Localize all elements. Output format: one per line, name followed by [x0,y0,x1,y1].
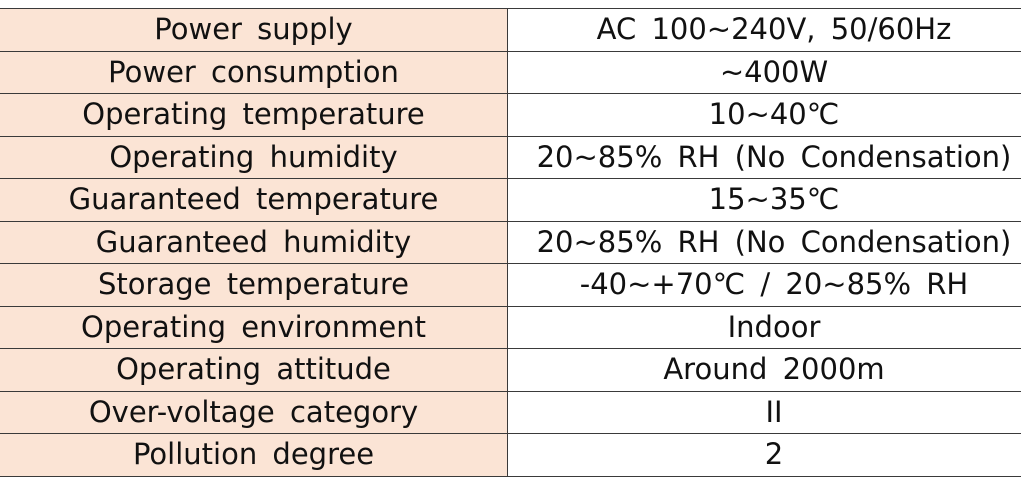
table-row: Guaranteed temperature 15~35℃ [0,178,1021,222]
table-row: Storage temperature -40~+70℃ / 20~85% RH [0,263,1021,307]
spec-value: 20~85% RH (No Condensation) [507,220,1021,264]
table-row: Guaranteed humidity 20~85% RH (No Conden… [0,220,1021,264]
spec-value: 10~40℃ [507,93,1021,137]
spec-value: 2 [507,433,1021,477]
spec-label: Over-voltage category [0,390,508,434]
spec-value: -40~+70℃ / 20~85% RH [507,263,1021,307]
spec-label: Operating attitude [0,348,508,392]
spec-value: 15~35℃ [507,178,1021,222]
spec-label: Storage temperature [0,263,508,307]
spec-value: 20~85% RH (No Condensation) [507,135,1021,179]
spec-value: AC 100~240V, 50/60Hz [507,8,1021,52]
spec-label: Pollution degree [0,433,508,477]
spec-label: Operating humidity [0,135,508,179]
spec-label: Guaranteed temperature [0,178,508,222]
table-row: Power consumption ~400W [0,50,1021,94]
spec-value: Around 2000m [507,348,1021,392]
table-row: Operating attitude Around 2000m [0,348,1021,392]
spec-label: Operating environment [0,305,508,349]
table-row: Pollution degree 2 [0,433,1021,477]
spec-label: Guaranteed humidity [0,220,508,264]
spec-value: II [507,390,1021,434]
table-row: Over-voltage category II [0,390,1021,434]
table-row: Operating humidity 20~85% RH (No Condens… [0,135,1021,179]
spec-value: ~400W [507,50,1021,94]
table-row: Operating environment Indoor [0,305,1021,349]
spec-label: Power supply [0,8,508,52]
table-row: Operating temperature 10~40℃ [0,93,1021,137]
spec-value: Indoor [507,305,1021,349]
table-row: Power supply AC 100~240V, 50/60Hz [0,8,1021,52]
spec-table: Power supply AC 100~240V, 50/60Hz Power … [0,8,1021,477]
spec-label: Operating temperature [0,93,508,137]
spec-label: Power consumption [0,50,508,94]
